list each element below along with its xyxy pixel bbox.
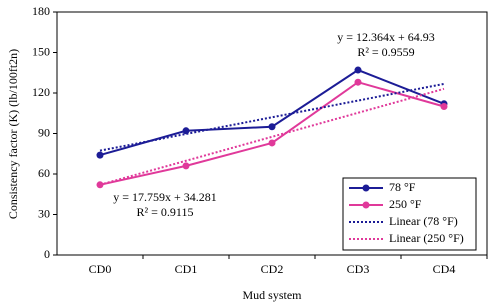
y-tick-label: 180 bbox=[32, 4, 50, 18]
annotation: R² = 0.9115 bbox=[137, 205, 194, 219]
x-tick-label: CD1 bbox=[175, 262, 198, 276]
legend-label: Linear (78 °F) bbox=[389, 214, 458, 228]
x-tick-label: CD4 bbox=[433, 262, 456, 276]
point bbox=[354, 66, 362, 74]
trend-line bbox=[99, 82, 445, 152]
annotation: R² = 0.9559 bbox=[357, 45, 414, 59]
y-tick-label: 90 bbox=[38, 125, 50, 139]
point bbox=[268, 123, 276, 131]
legend-label: Linear (250 °F) bbox=[389, 231, 464, 245]
point bbox=[96, 151, 104, 159]
legend-label: 78 °F bbox=[389, 180, 416, 194]
y-tick-label: 60 bbox=[38, 166, 50, 180]
legend-label: 250 °F bbox=[389, 197, 422, 211]
annotation: y = 12.364x + 64.93 bbox=[337, 30, 435, 44]
x-axis-label: Mud system bbox=[242, 288, 302, 302]
legend-marker bbox=[362, 184, 370, 192]
legend-marker bbox=[362, 201, 370, 209]
point bbox=[182, 162, 190, 170]
point bbox=[440, 103, 448, 110]
point bbox=[182, 127, 190, 135]
y-tick-label: 150 bbox=[32, 44, 50, 58]
trend-line bbox=[99, 87, 445, 186]
x-tick-label: CD2 bbox=[261, 262, 284, 276]
y-tick-label: 30 bbox=[38, 206, 50, 220]
point bbox=[354, 78, 362, 86]
y-tick-label: 120 bbox=[32, 85, 50, 99]
y-tick-label: 0 bbox=[44, 247, 50, 261]
y-axis-label: Consistency factor (K) (lb/100ft2n) bbox=[6, 49, 20, 219]
annotation: y = 17.759x + 34.281 bbox=[113, 190, 217, 204]
point bbox=[268, 139, 276, 147]
x-tick-label: CD0 bbox=[89, 262, 112, 276]
x-tick-label: CD3 bbox=[347, 262, 370, 276]
point bbox=[96, 181, 104, 189]
